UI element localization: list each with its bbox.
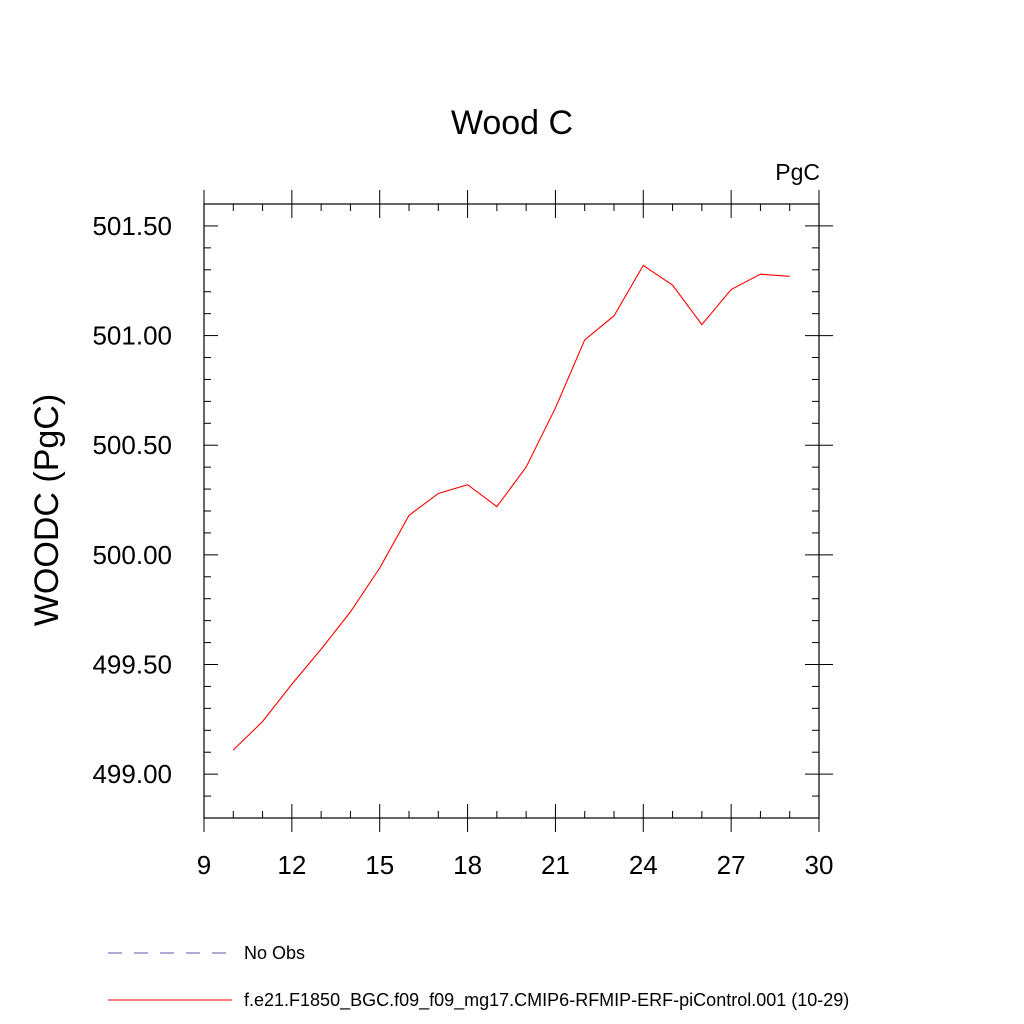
- y-tick-labels: 499.00 499.50 500.00 500.50 501.00 501.50: [92, 211, 172, 789]
- data-point: [643, 265, 644, 266]
- data-point: [233, 749, 234, 750]
- x-tick-label: 30: [805, 850, 834, 880]
- data-point: [731, 289, 732, 290]
- series-layer: [232, 264, 790, 751]
- data-point: [262, 721, 263, 722]
- x-tick-labels: 9 12 15 18 21 24 27 30: [197, 850, 834, 880]
- series-line-1: [232, 264, 790, 751]
- x-tick-label: 27: [717, 850, 746, 880]
- data-point: [408, 515, 409, 516]
- data-point: [467, 484, 468, 485]
- data-point: [789, 276, 790, 277]
- x-tick-label: 24: [629, 850, 658, 880]
- x-tick-label: 12: [277, 850, 306, 880]
- data-point: [321, 649, 322, 650]
- data-point: [526, 467, 527, 468]
- units-label: PgC: [775, 159, 820, 185]
- x-tick-label: 18: [453, 850, 482, 880]
- plot-frame: [203, 203, 820, 819]
- chart-title: Wood C: [451, 104, 573, 142]
- data-point: [760, 274, 761, 275]
- y-tick-label: 500.50: [92, 430, 172, 460]
- data-point: [496, 506, 497, 507]
- y-tick-label: 499.00: [92, 759, 172, 789]
- data-point: [379, 567, 380, 568]
- y-tick-label: 501.00: [92, 321, 172, 351]
- data-point: [613, 315, 614, 316]
- x-tick-label: 21: [541, 850, 570, 880]
- x-tick-label: 15: [365, 850, 394, 880]
- data-point: [291, 684, 292, 685]
- data-point: [350, 611, 351, 612]
- legend-label-series-1: f.e21.F1850_BGC.f09_f09_mg17.CMIP6-RFMIP…: [244, 990, 849, 1011]
- legend: No Obs f.e21.F1850_BGC.f09_f09_mg17.CMIP…: [108, 943, 849, 1011]
- y-tick-label: 499.50: [92, 650, 172, 680]
- axis-ticks: [203, 190, 833, 832]
- y-tick-label: 500.00: [92, 540, 172, 570]
- y-tick-label: 501.50: [92, 211, 172, 241]
- data-point: [701, 324, 702, 325]
- data-point: [672, 285, 673, 286]
- y-axis-label: WOODC (PgC): [28, 394, 66, 626]
- data-point: [438, 493, 439, 494]
- x-tick-label: 9: [197, 850, 211, 880]
- legend-label-no-obs: No Obs: [244, 943, 305, 963]
- data-point: [584, 339, 585, 340]
- data-point: [555, 407, 556, 408]
